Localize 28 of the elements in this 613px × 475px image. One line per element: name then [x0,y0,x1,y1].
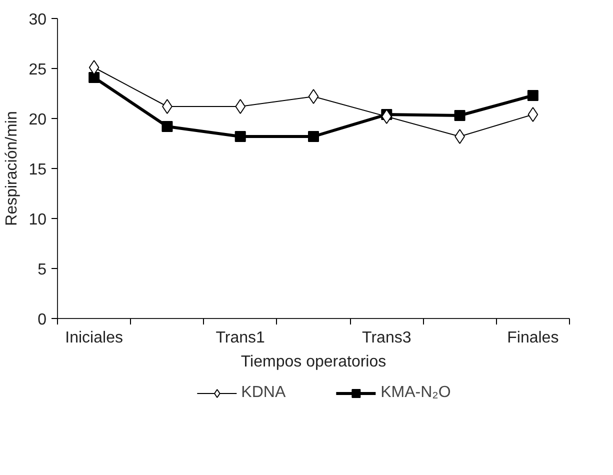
point [527,90,538,101]
y-tick-label: 0 [38,312,47,328]
x-tick-label: Finales [507,330,559,346]
x-tick-label: Trans1 [216,330,266,346]
legend-label: KMA-N₂O [380,384,451,402]
y-tick-label: 25 [28,62,47,78]
y-tick-label: 10 [28,212,47,228]
point [235,99,246,114]
x-axis-title: Tiempos operatorios [240,354,386,370]
point [454,129,465,144]
point [234,131,246,142]
y-tick-label: 15 [28,162,47,178]
point [88,60,100,75]
point [308,131,319,142]
point [162,99,172,114]
y-tick-label: 30 [28,12,47,28]
point [528,107,538,122]
point [162,121,173,132]
x-tick-label: Trans3 [362,330,412,346]
point [454,110,466,121]
y-axis-title: Respiración/min [4,111,21,226]
y-tick-label: 5 [38,262,47,278]
point [381,109,392,124]
point [308,89,319,104]
x-tick-label: Iniciales [65,330,123,346]
y-tick-label: 20 [28,112,47,128]
point [88,72,100,83]
legend-label: KDNA [241,384,286,402]
